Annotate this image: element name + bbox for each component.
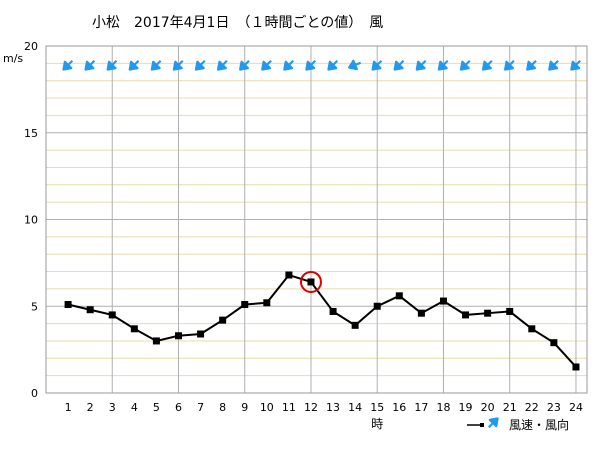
data-point bbox=[130, 325, 138, 333]
data-point bbox=[506, 307, 514, 315]
legend: 風速・風向 bbox=[467, 417, 569, 432]
current-hour-highlight bbox=[299, 270, 322, 293]
x-tick-label: 10 bbox=[260, 401, 274, 414]
data-point bbox=[152, 337, 160, 345]
x-tick-label: 8 bbox=[219, 401, 226, 414]
wind-direction-arrow-icon bbox=[128, 59, 140, 71]
x-tick-label: 6 bbox=[175, 401, 182, 414]
wind-direction-arrow-icon bbox=[283, 59, 294, 71]
x-tick-label: 20 bbox=[481, 401, 495, 414]
y-axis: 0 5 10 15 20 bbox=[24, 40, 38, 400]
data-point bbox=[439, 297, 447, 305]
x-tick-label: 3 bbox=[109, 401, 116, 414]
x-tick-label: 2 bbox=[87, 401, 94, 414]
wind-direction-arrow-icon bbox=[481, 59, 493, 71]
x-axis: 1 2 3 4 5 6 7 8 9 10 11 12 13 14 15 16 17 18 19 20 21 22 23 24 bbox=[65, 401, 583, 414]
data-point bbox=[263, 299, 271, 307]
x-tick-label: 5 bbox=[153, 401, 160, 414]
legend-text: 風速・風向 bbox=[509, 417, 569, 432]
legend-arrow-icon bbox=[487, 417, 499, 429]
wind-speed-line bbox=[67, 273, 577, 368]
x-tick-label: 15 bbox=[370, 401, 384, 414]
grid bbox=[46, 46, 587, 393]
x-tick-label: 22 bbox=[525, 401, 539, 414]
y-tick-label: 10 bbox=[24, 214, 38, 227]
x-tick-label: 17 bbox=[414, 401, 428, 414]
legend-arrow-shape bbox=[487, 417, 499, 429]
data-point bbox=[64, 301, 72, 309]
x-axis-label: 時 bbox=[371, 417, 383, 431]
y-tick-label: 5 bbox=[31, 300, 38, 313]
data-point bbox=[307, 278, 315, 286]
data-point bbox=[329, 307, 337, 315]
wind-direction-arrow-icon bbox=[106, 59, 118, 71]
x-tick-label: 1 bbox=[65, 401, 72, 414]
data-point bbox=[241, 301, 249, 309]
wind-direction-arrow-icon bbox=[371, 59, 383, 71]
legend-speed-label: 風速 bbox=[509, 418, 533, 432]
wind-direction-arrow-icon bbox=[216, 59, 228, 71]
y-tick-label: 20 bbox=[24, 40, 38, 53]
wind-direction-arrow-icon bbox=[239, 59, 250, 71]
x-tick-label: 4 bbox=[131, 401, 138, 414]
wind-direction-arrow-icon bbox=[526, 59, 537, 71]
wind-direction-arrow-icon bbox=[393, 59, 405, 71]
x-tick-label: 23 bbox=[547, 401, 561, 414]
x-tick-label: 12 bbox=[304, 401, 318, 414]
data-point bbox=[484, 309, 492, 317]
wind-direction-arrow-icon bbox=[504, 59, 515, 71]
wind-direction-arrow-icon bbox=[172, 59, 184, 71]
data-point bbox=[174, 332, 182, 340]
y-axis-unit: m/s bbox=[3, 52, 23, 65]
data-point bbox=[219, 316, 227, 324]
x-tick-label: 14 bbox=[348, 401, 362, 414]
data-point bbox=[108, 311, 116, 319]
data-point bbox=[373, 302, 381, 310]
wind-direction-arrow-icon bbox=[548, 59, 559, 71]
data-point bbox=[528, 325, 536, 333]
data-point bbox=[285, 271, 293, 279]
wind-direction-arrow-icon bbox=[570, 59, 581, 71]
x-tick-label: 19 bbox=[459, 401, 473, 414]
wind-direction-arrow-icon bbox=[305, 59, 317, 71]
wind-direction-arrow-icon bbox=[327, 59, 339, 71]
wind-direction-arrow-icon bbox=[194, 59, 206, 71]
plot-frame bbox=[45, 45, 588, 394]
chart-title: 小松 2017年4月1日 （１時間ごとの値） 風 bbox=[92, 15, 383, 31]
wind-speed-points bbox=[64, 271, 580, 371]
data-point bbox=[572, 363, 580, 371]
wind-direction-arrow-icon bbox=[348, 59, 362, 71]
x-tick-label: 16 bbox=[392, 401, 406, 414]
wind-direction-arrow-icon bbox=[84, 59, 96, 71]
data-point bbox=[197, 330, 205, 338]
x-tick-label: 21 bbox=[503, 401, 517, 414]
x-tick-label: 11 bbox=[282, 401, 296, 414]
data-point bbox=[550, 339, 558, 347]
legend-point-symbol bbox=[480, 423, 484, 427]
wind-direction-arrows bbox=[62, 59, 581, 71]
x-tick-label: 24 bbox=[569, 401, 583, 414]
wind-direction-arrow-icon bbox=[150, 59, 162, 71]
legend-separator: ・ bbox=[533, 418, 545, 432]
wind-direction-arrow-icon bbox=[62, 59, 74, 71]
data-point bbox=[86, 306, 94, 314]
x-tick-label: 7 bbox=[197, 401, 204, 414]
legend-direction-label: 風向 bbox=[545, 417, 569, 432]
wind-direction-arrow-icon bbox=[437, 59, 449, 71]
data-point bbox=[395, 292, 403, 300]
data-point bbox=[417, 309, 425, 317]
data-point bbox=[351, 321, 359, 329]
y-tick-label: 15 bbox=[24, 127, 38, 140]
x-tick-label: 13 bbox=[326, 401, 340, 414]
wind-direction-arrow-icon bbox=[415, 59, 427, 71]
x-tick-label: 18 bbox=[436, 401, 450, 414]
wind-direction-arrow-icon bbox=[261, 59, 272, 71]
y-tick-label: 0 bbox=[31, 387, 38, 400]
wind-direction-arrow-icon bbox=[459, 59, 471, 71]
x-tick-label: 9 bbox=[241, 401, 248, 414]
data-point bbox=[462, 311, 470, 319]
